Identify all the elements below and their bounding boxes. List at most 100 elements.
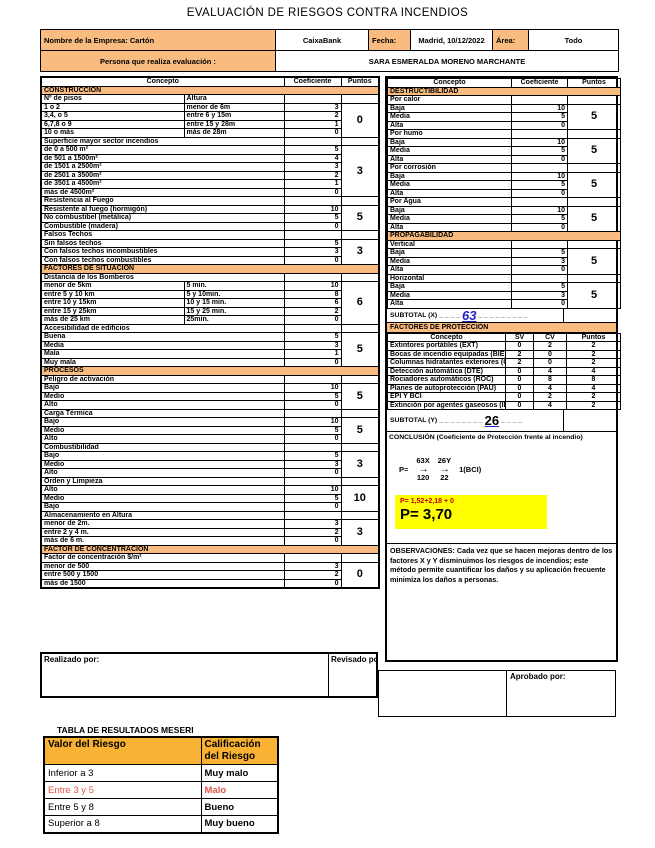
table-row: Baja 10 5 — [387, 205, 621, 232]
row-label: Orden y Limpieza — [40, 476, 285, 486]
row-label: entre 2 y 4 m. — [40, 527, 285, 537]
table-row: Factor de concentración $/m² — [40, 553, 380, 563]
protection-column-header: SV — [505, 332, 534, 342]
aprobado-empty-cell — [379, 671, 507, 716]
section-header: FACTOR DE CONCENTRACIÓN — [40, 544, 380, 554]
row-label: Almacenamiento en Altura — [40, 510, 285, 520]
coefficient-cell: 5 — [283, 451, 342, 461]
coefficient-cell: 3 — [511, 290, 568, 300]
coefficient-cell — [283, 476, 342, 486]
protection-section-header: FACTORES DE PROTECCIÓN — [387, 322, 616, 333]
row-label: de 0 a 500 m² — [40, 145, 285, 155]
row-sublabel: 5 y 10min. — [183, 289, 285, 299]
row-label: Medio — [40, 425, 285, 435]
coefficient-cell: 5 — [283, 493, 342, 503]
row-label: 10 o más — [40, 128, 185, 138]
points-cell: 5 — [340, 383, 380, 410]
table-row: Medio 3 — [40, 459, 379, 469]
row-label: Factor de concentración $/m² — [40, 553, 285, 563]
coefficient-cell: 0 — [511, 265, 568, 275]
coefficient-cell: 10 — [511, 171, 568, 181]
coefficient-cell: 5 — [283, 332, 342, 342]
table-row: Accesibilidad de edificios — [40, 323, 380, 333]
row-label: Resistente al fuego (hormigón) — [40, 204, 285, 214]
right-factors-table: Concepto Coeficiente Puntos DESTRUCTIBILIDA… — [387, 78, 621, 309]
row-label: Media — [387, 146, 512, 156]
table-row: Por Agua — [387, 197, 621, 207]
points-empty-cell — [340, 136, 380, 146]
coefficient-cell: 0 — [283, 187, 342, 197]
table-row: Medio 5 — [40, 391, 379, 401]
points-empty-cell — [340, 442, 380, 452]
coefficient-cell: 10 — [283, 204, 342, 214]
cv-cell: 2 — [533, 341, 567, 351]
coefficient-cell — [283, 136, 342, 146]
row-label: Medio — [40, 459, 285, 469]
section-header: PROPAGABILIDAD — [387, 231, 621, 241]
row-label: Media — [387, 180, 512, 190]
cv-cell: 4 — [533, 400, 567, 410]
subtotal-y-points-cell — [563, 410, 616, 431]
coefficient-cell — [283, 510, 342, 520]
table-row: FACTOR DE CONCENTRACIÓN — [40, 544, 380, 554]
coefficient-cell: 1 — [283, 119, 342, 129]
table-row: Con falsos techos combustibles 0 — [40, 255, 379, 265]
coefficient-cell: 0 — [511, 188, 568, 198]
company-label: Nombre de la Empresa: Cartón — [40, 29, 276, 51]
protection-row: Detección automática (DTE) 0 4 4 — [387, 366, 621, 376]
coefficient-cell — [283, 408, 342, 418]
subtotal-y-value: 26 — [484, 414, 500, 427]
row-label: 1 o 2 — [40, 102, 185, 112]
points-empty-cell — [340, 510, 380, 520]
row-label: Media — [387, 214, 512, 224]
formula-fraction-y: 26Y → 22 — [438, 456, 451, 482]
result-highlight-box: P= 1,52+2,18 + 0 P= 3,70 — [395, 495, 547, 529]
sv-cell: 2 — [505, 349, 534, 359]
coeficiente-header: Coeficiente — [283, 76, 342, 87]
row-label: Mala — [40, 349, 285, 359]
table-row: de 2501 a 3500m² 2 — [40, 170, 379, 180]
revisado-por-box: Revisado por: — [331, 655, 376, 664]
coefficient-cell: 10 — [511, 103, 568, 113]
points-empty-cell — [567, 197, 621, 207]
coefficient-cell: 0 — [283, 357, 342, 367]
points-cell: 3 — [340, 519, 380, 546]
table-row: Resistente al fuego (hormigón) 10 5 — [40, 204, 380, 231]
coefficient-cell: 5 — [283, 238, 342, 248]
row-label: Alta — [387, 265, 512, 275]
meseri-calificacion-cell: Muy malo — [200, 764, 279, 782]
row-label: más de 4500m² — [40, 187, 285, 197]
table-row: Distancia de los Bomberos — [40, 272, 380, 282]
points-empty-cell — [567, 239, 621, 249]
row-sublabel: menor de 6m — [183, 102, 285, 112]
protection-row: EPI Y BCI 0 2 2 — [387, 392, 621, 402]
coefficient-cell: 5 — [511, 112, 568, 122]
row-label: menor de 2m. — [40, 519, 285, 529]
row-label: Muy mala — [40, 357, 285, 367]
points-cell: 6 — [340, 281, 380, 325]
table-row: Bajo 10 5 — [40, 383, 380, 410]
subtotal-y-row: SUBTOTAL (Y) _ _ _ _ _ _ _ _ 26 _ _ _ _ — [387, 410, 616, 432]
table-row: Medio 5 — [40, 425, 379, 435]
subtotal-y-text: SUBTOTAL (Y) _ _ _ _ _ _ _ _ 26 _ _ _ _ — [387, 414, 563, 427]
sv-cell: 0 — [505, 383, 534, 393]
protection-points-cell: 2 — [566, 349, 621, 359]
table-row: menor de 500 3 0 — [40, 561, 380, 589]
table-row: Por corrosión — [387, 163, 621, 173]
protection-points-cell: 8 — [566, 375, 621, 385]
row-label: Carga Térmica — [40, 408, 285, 418]
p-result-value: P= 3,70 — [400, 506, 453, 523]
conclusion-formula: P= 63X → 120 26Y → 22 1(BCI) — [387, 443, 616, 495]
points-cell: 5 — [340, 204, 380, 231]
meseri-valor-cell: Entre 3 y 5 — [43, 781, 202, 799]
evaluator-label: Persona que realiza evaluación : — [40, 50, 276, 72]
subtotal-x-points-cell — [563, 308, 616, 322]
meseri-valor-header: Valor del Riesgo — [43, 736, 202, 765]
row-sublabel: 10 y 15 min. — [183, 298, 285, 308]
protection-label: Detección automática (DTE) — [387, 366, 506, 376]
points-empty-cell — [340, 323, 380, 333]
row-label: más de 25 km — [40, 315, 185, 325]
row-label: de 2501 a 3500m² — [40, 170, 285, 180]
coefficient-cell: 0 — [283, 578, 342, 589]
row-label: Alta — [387, 154, 512, 164]
